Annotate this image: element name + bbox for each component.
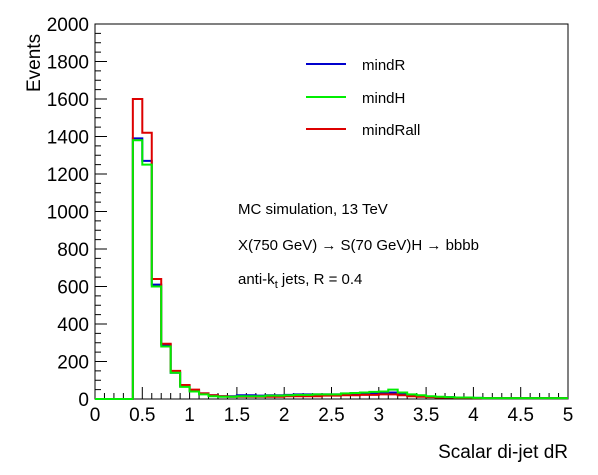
x-tick-label: 0.5	[129, 405, 155, 426]
x-tick-label: 3.5	[413, 405, 439, 426]
x-axis-title: Scalar di-jet dR	[438, 442, 568, 463]
legend-label-mindH: mindH	[362, 90, 405, 107]
y-axis-title: Events	[24, 34, 45, 92]
x-tick-label: 4.5	[507, 405, 533, 426]
y-tick-label: 0	[78, 390, 89, 411]
series-line-mindH	[95, 139, 568, 400]
y-tick-label: 1200	[47, 165, 89, 186]
y-tick-label: 1600	[47, 90, 89, 111]
series-layer	[95, 98, 568, 400]
y-tick-label: 1000	[47, 203, 89, 224]
x-tick-label: 2	[279, 405, 290, 426]
y-axis-ticks: 0 200 400 600 800 1000 1200 1400 1600 1800 2000	[47, 15, 107, 411]
y-tick-label: 400	[57, 315, 89, 336]
x-tick-label: 3	[374, 405, 385, 426]
x-tick-label: 5	[563, 405, 574, 426]
y-tick-label: 600	[57, 278, 89, 299]
annotation-simulation: MC simulation, 13 TeV	[238, 201, 388, 218]
y-tick-label: 1400	[47, 128, 89, 149]
legend-label-mindRall: mindRall	[362, 122, 420, 139]
y-tick-label: 800	[57, 240, 89, 261]
y-tick-label: 2000	[47, 15, 89, 36]
x-tick-label: 1.5	[224, 405, 250, 426]
legend: mindR mindH mindRall	[306, 57, 420, 139]
annotation-jets-subscript: t	[275, 279, 278, 291]
y-tick-label: 1800	[47, 53, 89, 74]
x-tick-label: 4	[468, 405, 479, 426]
x-tick-label: 1	[184, 405, 195, 426]
annotation-jets-suffix: jets, R = 0.4	[278, 271, 363, 288]
legend-label-mindR: mindR	[362, 57, 406, 74]
annotation-jets-prefix: anti-k	[238, 271, 275, 288]
x-axis-ticks: 0 0.5 1 1.5 2 2.5 3 3.5 4 4.5 5	[90, 387, 574, 426]
annotation-jets: anti-kt jets, R = 0.4	[238, 271, 362, 291]
x-tick-label: 0	[90, 405, 101, 426]
y-tick-label: 200	[57, 353, 89, 374]
annotation-process: X(750 GeV) → S(70 GeV)H → bbbb	[238, 237, 479, 254]
x-tick-label: 2.5	[318, 405, 344, 426]
plot-frame	[94, 23, 569, 400]
